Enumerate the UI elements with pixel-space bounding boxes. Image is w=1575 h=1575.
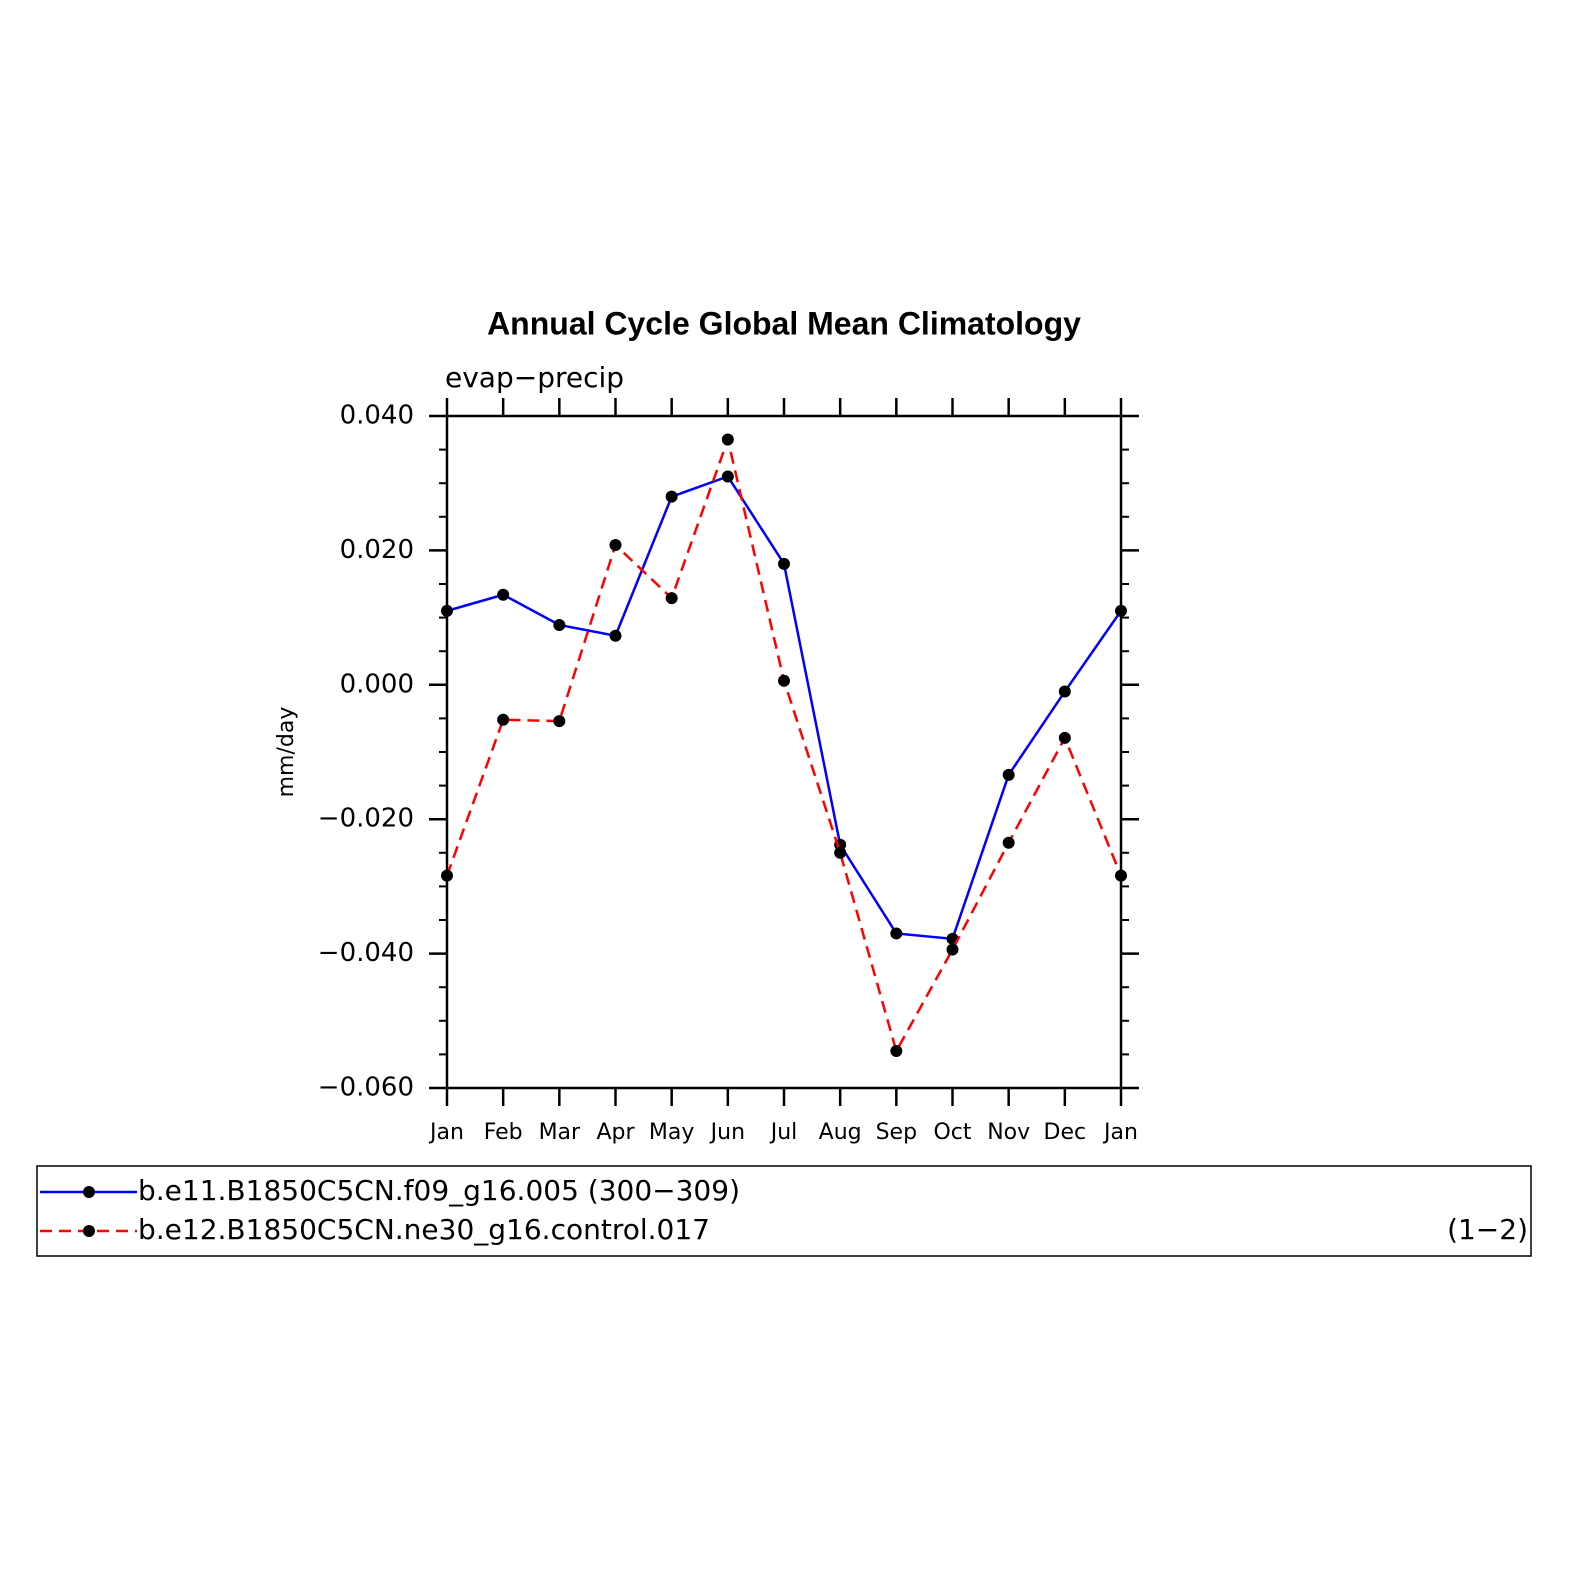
x-tick-label: Mar — [539, 1120, 581, 1145]
data-point — [1002, 836, 1015, 849]
series-line — [445, 435, 1123, 1055]
data-point — [497, 588, 510, 601]
x-tick-label: May — [649, 1120, 694, 1145]
chart-title: Annual Cycle Global Mean Climatology — [487, 305, 1081, 341]
data-point — [553, 618, 566, 631]
x-tick-label: Sep — [876, 1120, 917, 1145]
data-point — [1115, 869, 1127, 882]
legend-label: b.e11.B1850C5CN.f09_g16.005 (300−309) — [138, 1174, 740, 1207]
x-tick-label: Jul — [769, 1120, 798, 1145]
data-point — [946, 943, 959, 956]
data-point — [1002, 768, 1015, 781]
y-tick-label: 0.000 — [340, 669, 414, 699]
data-point — [778, 674, 790, 687]
plot-frame — [445, 414, 1123, 1090]
x-tick-label: Jun — [709, 1120, 745, 1145]
x-tick-label: Oct — [933, 1120, 971, 1145]
legend-marker — [83, 1225, 95, 1237]
data-point — [441, 604, 453, 617]
legend-marker — [83, 1186, 95, 1198]
chart-subtitle: evap−precip — [445, 361, 624, 394]
data-point — [721, 470, 734, 483]
data-point — [890, 927, 903, 940]
data-point — [721, 433, 734, 446]
data-point — [890, 1045, 903, 1058]
data-point — [553, 715, 566, 728]
data-point — [1058, 731, 1071, 744]
x-tick-label: Apr — [596, 1120, 635, 1145]
y-tick-label: −0.060 — [318, 1073, 414, 1103]
legend-label: b.e12.B1850C5CN.ne30_g16.control.017 — [138, 1213, 710, 1246]
data-point — [609, 629, 622, 642]
x-tick-label: Feb — [484, 1120, 523, 1145]
data-point — [665, 490, 678, 503]
legend-note: (1−2) — [1447, 1213, 1528, 1246]
x-tick-label: Nov — [987, 1120, 1030, 1145]
y-tick-label: 0.040 — [340, 401, 414, 431]
data-point — [834, 846, 847, 859]
data-point — [1058, 685, 1071, 698]
series-line — [446, 474, 1123, 941]
data-point — [665, 592, 678, 605]
y-tick-label: 0.020 — [340, 535, 414, 565]
x-tick-label: Jan — [428, 1120, 464, 1145]
data-point — [441, 869, 453, 882]
x-tick-label: Aug — [819, 1120, 862, 1145]
data-point — [1115, 604, 1127, 617]
x-tick-label: Dec — [1044, 1120, 1087, 1145]
y-tick-label: −0.020 — [318, 804, 414, 834]
y-axis-label: mm/day — [274, 707, 299, 798]
legend-box — [36, 1165, 1532, 1257]
data-point — [609, 539, 622, 552]
y-tick-label: −0.040 — [318, 938, 414, 968]
x-tick-label: Jan — [1102, 1120, 1138, 1145]
data-point — [778, 557, 790, 570]
data-point — [497, 713, 510, 726]
